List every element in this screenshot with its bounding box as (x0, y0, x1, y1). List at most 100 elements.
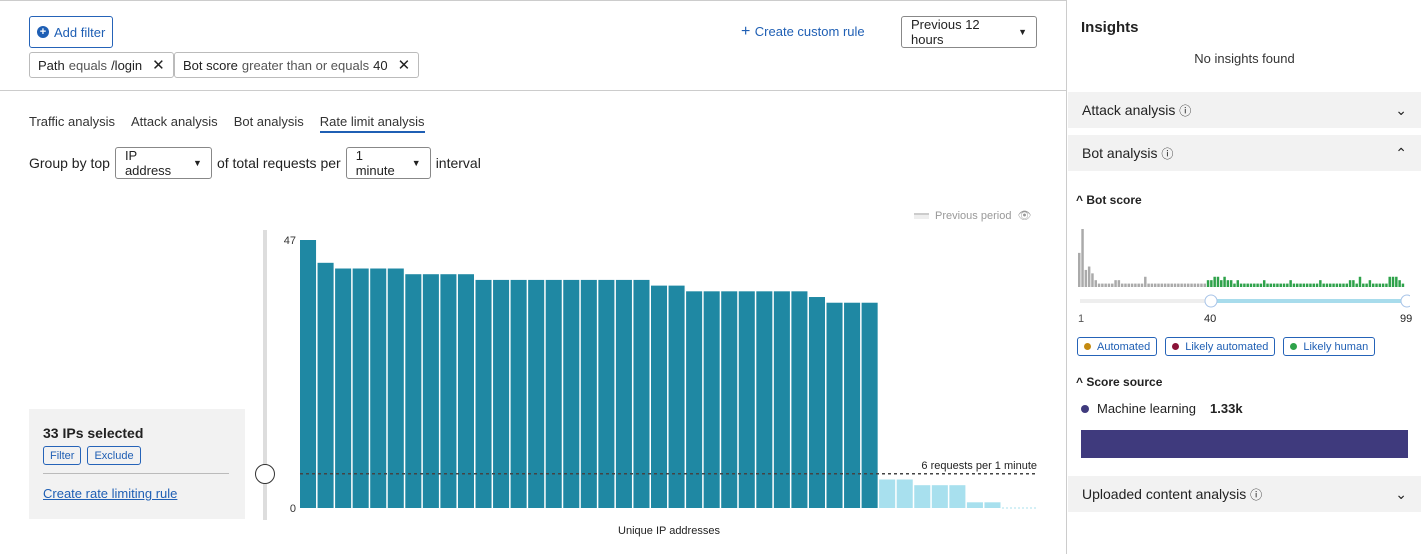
exclude-button[interactable]: Exclude (87, 446, 141, 465)
chip-field: Path (38, 57, 65, 73)
histogram-bar (1150, 283, 1154, 287)
bot-score-title: Bot score (1086, 193, 1142, 207)
add-filter-button[interactable]: + Add filter (29, 16, 114, 48)
time-range-select[interactable]: Previous 12 hours ▼ (901, 16, 1037, 48)
histogram-bar (1398, 280, 1401, 287)
bar (966, 502, 983, 508)
histogram-bar (1243, 283, 1246, 287)
close-icon[interactable]: ✕ (152, 57, 165, 74)
bar (510, 279, 527, 508)
histogram-bar (1183, 283, 1187, 287)
tag-likely-human[interactable]: Likely human (1283, 337, 1376, 356)
bar (896, 479, 913, 508)
uploaded-content-section[interactable]: Uploaded content analysis ⓘ ⌄ (1068, 476, 1421, 512)
histogram-bar (1104, 283, 1107, 287)
score-source-header[interactable]: ^ Score source (1076, 375, 1162, 389)
chevron-up-icon: ⌃ (1395, 144, 1407, 161)
histogram-bar (1216, 276, 1220, 287)
histogram-bar (1352, 280, 1355, 287)
histogram-bar (1190, 283, 1193, 287)
bar (844, 302, 861, 508)
histogram-bar (1335, 283, 1339, 287)
bar (791, 291, 808, 508)
group-by-label: Group by top (29, 155, 110, 171)
bar (931, 485, 948, 508)
histogram-bar (1153, 283, 1157, 287)
bar (826, 302, 843, 508)
histogram-bar (1160, 283, 1164, 287)
eye-icon[interactable]: 👁 (1017, 210, 1032, 222)
filter-chip-bot-score[interactable]: Bot score greater than or equals 40 ✕ (174, 52, 420, 78)
histogram-bar (1163, 283, 1167, 287)
histogram-bar (1338, 283, 1342, 287)
histogram-bar (1378, 283, 1382, 287)
interval-select[interactable]: 1 minute ▼ (345, 147, 431, 179)
create-custom-rule-link[interactable]: + Create custom rule (741, 23, 865, 41)
histogram-bar (1130, 283, 1134, 287)
histogram-bar (1381, 283, 1385, 287)
bar (457, 274, 474, 508)
group-by-row: Group by top IP address ▼ of total reques… (29, 147, 481, 179)
legend-swatch-icon (914, 212, 929, 219)
y-tick-label: 47 (284, 235, 296, 247)
filter-chip-path[interactable]: Path equals/login ✕ (29, 52, 174, 78)
histogram-bar (1348, 280, 1352, 287)
info-icon[interactable]: ⓘ (1250, 487, 1263, 502)
group-by-value: IP address (124, 148, 172, 178)
tab-bot-analysis[interactable]: Bot analysis (233, 114, 304, 129)
threshold-slider-track[interactable] (263, 230, 267, 520)
score-source-value: 1.33k (1210, 401, 1243, 416)
histogram-bar (1144, 276, 1147, 287)
tab-attack-analysis[interactable]: Attack analysis (130, 114, 218, 129)
tag-likely-automated[interactable]: Likely automated (1165, 337, 1276, 356)
bar (949, 485, 966, 508)
histogram-bar (1124, 283, 1127, 287)
info-icon[interactable]: ⓘ (1161, 146, 1174, 161)
histogram-bar (1246, 283, 1249, 287)
tab-rate-limit-analysis[interactable]: Rate limit analysis (319, 114, 425, 133)
bar (914, 485, 931, 508)
bot-score-histogram (1078, 229, 1410, 308)
histogram-bar (1200, 283, 1203, 287)
bar (300, 240, 317, 508)
histogram-bar (1147, 283, 1150, 287)
bar (668, 285, 685, 508)
tag-automated[interactable]: Automated (1077, 337, 1158, 356)
dot-icon (1081, 404, 1089, 413)
bar (808, 297, 825, 508)
histogram-bar (1345, 283, 1349, 287)
histogram-bar (1220, 280, 1223, 287)
histogram-bar (1249, 283, 1253, 287)
bar (528, 279, 545, 508)
caret-down-icon: ▼ (1018, 27, 1027, 37)
chevron-down-icon: ⌄ (1395, 101, 1407, 118)
filter-button[interactable]: Filter (43, 446, 82, 465)
tag-label: Automated (1097, 340, 1151, 353)
bot-analysis-section[interactable]: Bot analysis ⓘ ⌃ (1068, 135, 1421, 171)
group-by-select[interactable]: IP address ▼ (114, 147, 212, 179)
histogram-bar (1368, 280, 1372, 287)
histogram-bar (1262, 280, 1266, 287)
plus-circle-icon: + (37, 26, 49, 38)
attack-analysis-section[interactable]: Attack analysis ⓘ ⌄ (1068, 92, 1421, 128)
bar (335, 268, 352, 508)
bar (738, 291, 755, 508)
create-rate-limiting-rule-link[interactable]: Create rate limiting rule (43, 486, 178, 501)
close-icon[interactable]: ✕ (397, 57, 411, 74)
slider-handle-low (1204, 294, 1218, 308)
histogram-bar (1081, 229, 1084, 287)
histogram-bar (1256, 283, 1259, 287)
bot-score-header[interactable]: ^ Bot score (1076, 193, 1142, 207)
section-label: Uploaded content analysis (1082, 485, 1247, 502)
histogram-bar (1117, 280, 1121, 287)
bot-score-min: 1 (1078, 313, 1085, 325)
histogram-bar (1342, 283, 1345, 287)
previous-period-legend[interactable]: Previous period 👁 (914, 209, 1031, 222)
time-range-value: Previous 12 hours (911, 17, 980, 47)
bar (721, 291, 738, 508)
rate-limit-chart: 6 requests per 1 minute 0 47 (284, 235, 1038, 515)
histogram-bar (1127, 283, 1131, 287)
tab-traffic-analysis[interactable]: Traffic analysis (29, 114, 115, 129)
info-icon[interactable]: ⓘ (1179, 103, 1192, 118)
threshold-slider-handle[interactable] (255, 464, 275, 484)
